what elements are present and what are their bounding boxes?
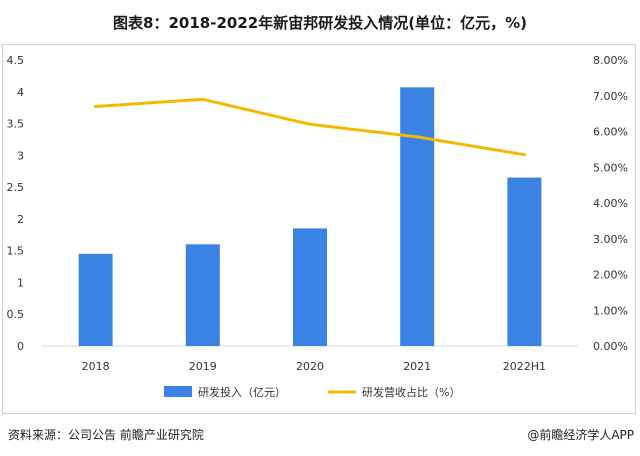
legend-bar-label: 研发投入（亿元） — [198, 385, 286, 399]
y-left-tick-label: 4.5 — [7, 54, 25, 67]
line-series-ratio — [94, 97, 526, 157]
legend-bar-swatch — [164, 386, 192, 397]
x-tick-label: 2018 — [82, 360, 110, 373]
legend-line-label: 研发营收占比（%） — [362, 385, 460, 399]
x-tick-label: 2019 — [189, 360, 217, 373]
bar-2020 — [293, 228, 327, 346]
credit-note: @前瞻经济学人APP — [527, 428, 634, 442]
bar-2021 — [400, 87, 435, 346]
y-right-tick-label: 0.00% — [593, 340, 628, 353]
y-right-tick-label: 4.00% — [593, 197, 628, 210]
line-point-2022H1 — [522, 153, 526, 157]
x-tick-label: 2020 — [296, 360, 324, 373]
y-right-tick-label: 3.00% — [593, 233, 628, 246]
bar-2019 — [185, 244, 220, 346]
y-left-tick-label: 0 — [17, 340, 24, 353]
line-point-2020 — [308, 122, 312, 126]
legend-layer: 研发投入（亿元） 研发营收占比（%） — [164, 385, 460, 399]
x-tick-label: 2021 — [403, 360, 431, 373]
y-right-tick-label: 5.00% — [593, 161, 628, 174]
axes-layer: 0 0.5 1 1.5 2 2.5 3 3.5 4 4.5 0.00% 1.00% 2.00% 3.00%… — [7, 54, 629, 373]
y-left-tick-label: 0.5 — [7, 308, 25, 321]
y-right-tick-label: 1.00% — [593, 304, 628, 317]
bar-2022H1 — [507, 177, 542, 346]
bar-2018 — [78, 253, 113, 346]
chart-title: 图表8：2018-2022年新宙邦研发投入情况(单位：亿元，%) — [113, 14, 527, 32]
y-right-tick-label: 7.00% — [593, 90, 628, 103]
line-point-2018 — [94, 104, 98, 108]
x-tick-label: 2022H1 — [503, 360, 546, 373]
chart-frame — [2, 44, 636, 414]
y-left-tick-label: 3 — [17, 149, 24, 162]
y-left-tick-label: 3.5 — [7, 118, 25, 131]
y-left-tick-label: 1 — [17, 276, 24, 289]
y-right-tick-label: 6.00% — [593, 126, 628, 139]
line-layer — [94, 97, 526, 157]
y-right-tick-label: 8.00% — [593, 54, 628, 67]
y-left-tick-label: 2.5 — [7, 181, 25, 194]
bars-layer — [78, 87, 542, 346]
y-right-tick-label: 2.00% — [593, 269, 628, 282]
source-note: 资料来源：公司公告 前瞻产业研究院 — [8, 428, 204, 442]
line-point-2019 — [201, 97, 205, 101]
line-point-2021 — [415, 135, 419, 139]
y-left-tick-label: 1.5 — [7, 245, 25, 258]
y-left-tick-label: 2 — [17, 213, 24, 226]
y-left-tick-label: 4 — [17, 86, 24, 99]
